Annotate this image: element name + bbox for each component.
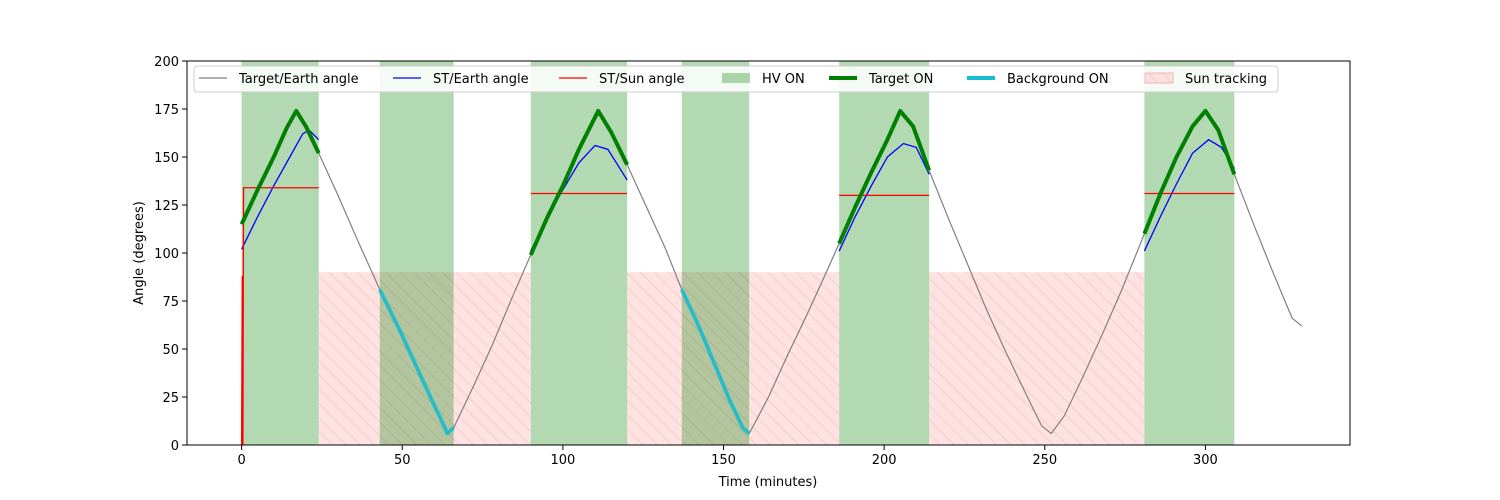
legend-label: HV ON [762,72,805,87]
y-tick-label: 50 [162,343,179,358]
y-tick-label: 200 [154,55,179,70]
x-axis-label: Time (minutes) [718,475,818,490]
x-tick-label: 50 [394,453,411,468]
target-on-line [837,108,932,245]
x-tick-label: 200 [872,453,897,468]
y-tick-label: 125 [154,199,179,214]
x-tick-label: 0 [237,453,245,468]
hv-on-band [1144,61,1235,445]
legend-label: ST/Sun angle [599,72,685,87]
x-tick-label: 150 [711,453,736,468]
target-on-line [528,108,629,256]
hv-on-band [379,61,454,445]
legend-label: Background ON [1007,72,1109,87]
y-tick-label: 100 [154,247,179,262]
y-tick-label: 75 [162,295,179,310]
sun-tracking-band [318,272,531,445]
legend-label: Target/Earth angle [238,72,359,87]
sun-tracking-regions [318,272,1145,445]
sun-tracking-band [929,272,1145,445]
st-earth-line [838,142,930,252]
hv-on-band [241,61,319,445]
x-tick-label: 250 [1032,453,1057,468]
background-on-line [377,288,455,436]
hv-on-band [839,61,930,445]
legend-label: Sun tracking [1185,72,1267,87]
highlight-lines [239,108,1237,436]
legend-label: ST/Earth angle [433,72,529,87]
axes: 0 50 100 150 200 250 300 0 25 50 75 100 125 150 175 200 [154,55,1218,468]
y-axis-label: Angle (degrees) [132,201,147,305]
legend: Target/Earth angle ST/Earth angle ST/Sun a… [193,65,1279,93]
y-tick-label: 25 [162,391,179,406]
background-on-line [679,288,751,435]
x-tick-label: 300 [1193,453,1218,468]
y-tick-label: 0 [171,439,179,454]
y-tick-label: 150 [154,151,179,166]
y-tick-label: 175 [154,103,179,118]
x-tick-label: 100 [550,453,575,468]
hv-on-band [681,61,750,445]
legend-box [193,65,1279,93]
legend-label: Target ON [868,72,933,87]
legend-swatch [722,73,750,83]
legend-swatch [1144,72,1174,84]
hv-on-band [530,61,628,445]
target-on-line [239,108,321,226]
st-earth-line [1143,138,1235,252]
sun-tracking-band [627,272,840,445]
target-on-line [1142,108,1237,235]
